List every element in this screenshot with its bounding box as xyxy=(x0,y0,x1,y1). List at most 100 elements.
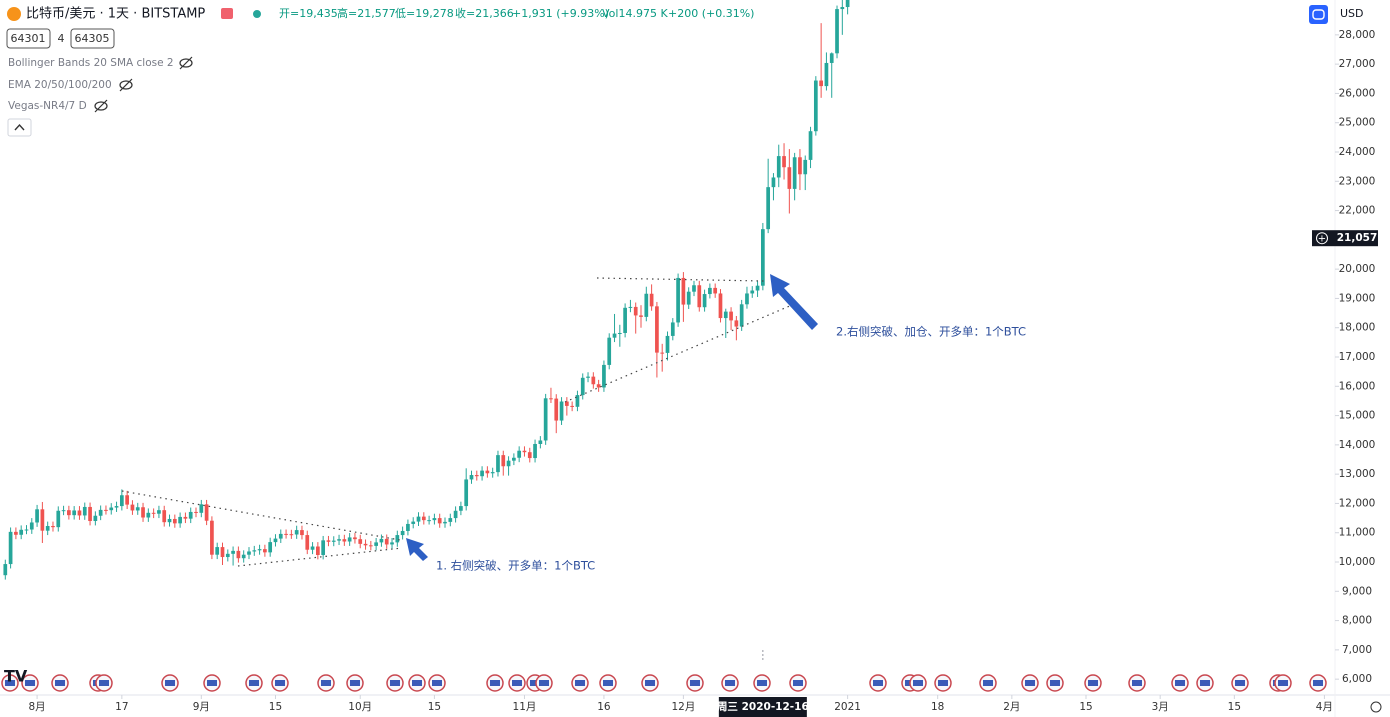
y-tick-label: 15,000 xyxy=(1339,410,1376,422)
eye-icon[interactable] xyxy=(94,101,108,111)
y-tick-label: 14,000 xyxy=(1339,439,1376,451)
candle-body xyxy=(188,511,193,519)
x-tick-label: 3月 xyxy=(1152,701,1169,713)
candle-body xyxy=(570,405,574,407)
candle-body xyxy=(72,510,77,516)
candle-body xyxy=(56,510,61,528)
candle-body xyxy=(125,495,129,505)
candle-body xyxy=(485,470,490,474)
eye-icon[interactable] xyxy=(119,80,133,90)
input-box[interactable] xyxy=(70,28,115,49)
candle-body xyxy=(316,546,320,555)
candle-body xyxy=(183,516,188,519)
plot-area xyxy=(3,0,850,660)
event-flag xyxy=(207,680,217,686)
candle-body xyxy=(358,539,363,544)
candle-body xyxy=(162,510,167,523)
indicator: EMA 20/50/100/200 xyxy=(8,79,112,91)
collapse-button[interactable] xyxy=(7,118,32,137)
time-settings-icon[interactable] xyxy=(1370,701,1382,713)
event-flag xyxy=(490,680,500,686)
candle-body xyxy=(35,509,39,523)
eye-slash xyxy=(179,56,193,70)
candle-body xyxy=(681,277,686,305)
candle-body xyxy=(273,538,278,543)
volume: Vol14.975 K xyxy=(602,7,668,20)
candle-body xyxy=(776,156,781,178)
candle-body xyxy=(119,495,124,507)
candle-body xyxy=(437,518,442,524)
candle-body xyxy=(729,311,733,321)
eye-icon[interactable] xyxy=(179,58,193,68)
events xyxy=(1,674,1327,692)
crosshair-date-box xyxy=(718,697,807,717)
candle-body xyxy=(612,333,617,338)
y-tick-label: 13,000 xyxy=(1339,468,1376,480)
candle-body xyxy=(363,543,368,546)
event-flag xyxy=(1313,680,1323,686)
y-tick-label: 25,000 xyxy=(1339,117,1376,129)
crosshair-price: 21,057 xyxy=(1337,232,1378,244)
candle-body xyxy=(766,187,771,230)
settings-icon[interactable] xyxy=(1309,5,1328,24)
candle-body xyxy=(617,332,622,334)
candle-body xyxy=(554,398,559,421)
event-flag xyxy=(938,680,948,686)
candle-body xyxy=(368,545,373,547)
currency[interactable]: USD xyxy=(1340,7,1364,20)
candle-body xyxy=(533,443,537,459)
candle-body xyxy=(697,285,702,308)
event-flag xyxy=(321,680,331,686)
y-tick-label: 19,000 xyxy=(1339,292,1376,304)
candle-body xyxy=(527,452,532,459)
candle-body xyxy=(24,529,29,531)
candle-body xyxy=(649,293,654,307)
y-tick-label: 6,000 xyxy=(1342,673,1372,685)
x-tick-label: 2月 xyxy=(1003,701,1020,713)
event-flag xyxy=(1132,680,1142,686)
event-flag xyxy=(1200,680,1210,686)
input-left: 64301 xyxy=(11,32,46,45)
candle-body xyxy=(210,520,214,555)
candle-body xyxy=(14,531,18,535)
candle-body xyxy=(665,335,670,353)
event-flag xyxy=(390,680,400,686)
event-flag xyxy=(1025,680,1035,686)
plus-glyph: + xyxy=(1318,234,1326,245)
candle-body xyxy=(284,533,288,535)
candle-body xyxy=(512,457,516,461)
candle-body xyxy=(829,53,834,63)
candle-body xyxy=(771,177,776,188)
tv-logo: TV xyxy=(4,667,28,686)
candle-body xyxy=(686,291,691,305)
event-flag xyxy=(99,680,109,686)
candle-body xyxy=(480,470,484,477)
candle-body xyxy=(98,509,103,516)
x-tick-label: 8月 xyxy=(28,701,45,713)
candle-body xyxy=(8,531,13,565)
y-tick-label: 22,000 xyxy=(1339,205,1376,217)
candle-body xyxy=(199,504,204,513)
event-flag xyxy=(645,680,655,686)
candle-body xyxy=(3,564,8,576)
event-flag xyxy=(873,680,883,686)
candle-body xyxy=(231,550,235,554)
ohlc-high: 高=21,577 xyxy=(337,6,396,20)
candle-body xyxy=(750,290,755,294)
crosshair-date: 周三 2020-12-16 xyxy=(717,701,809,713)
y-tick-label: 18,000 xyxy=(1339,322,1376,334)
candle-body xyxy=(708,287,712,295)
candle-body xyxy=(798,157,802,175)
y-tick-label: 23,000 xyxy=(1339,175,1376,187)
candle-body xyxy=(390,542,394,545)
arrow xyxy=(406,538,428,561)
input-box[interactable] xyxy=(6,28,51,49)
symbol: 比特币/美元 · 1天 · BITSTAMP xyxy=(26,7,205,22)
x-tick-label: 18 xyxy=(931,701,944,713)
event-flag xyxy=(412,680,422,686)
candle-body xyxy=(353,537,357,540)
event-flag xyxy=(603,680,613,686)
eye-slash xyxy=(119,78,133,92)
